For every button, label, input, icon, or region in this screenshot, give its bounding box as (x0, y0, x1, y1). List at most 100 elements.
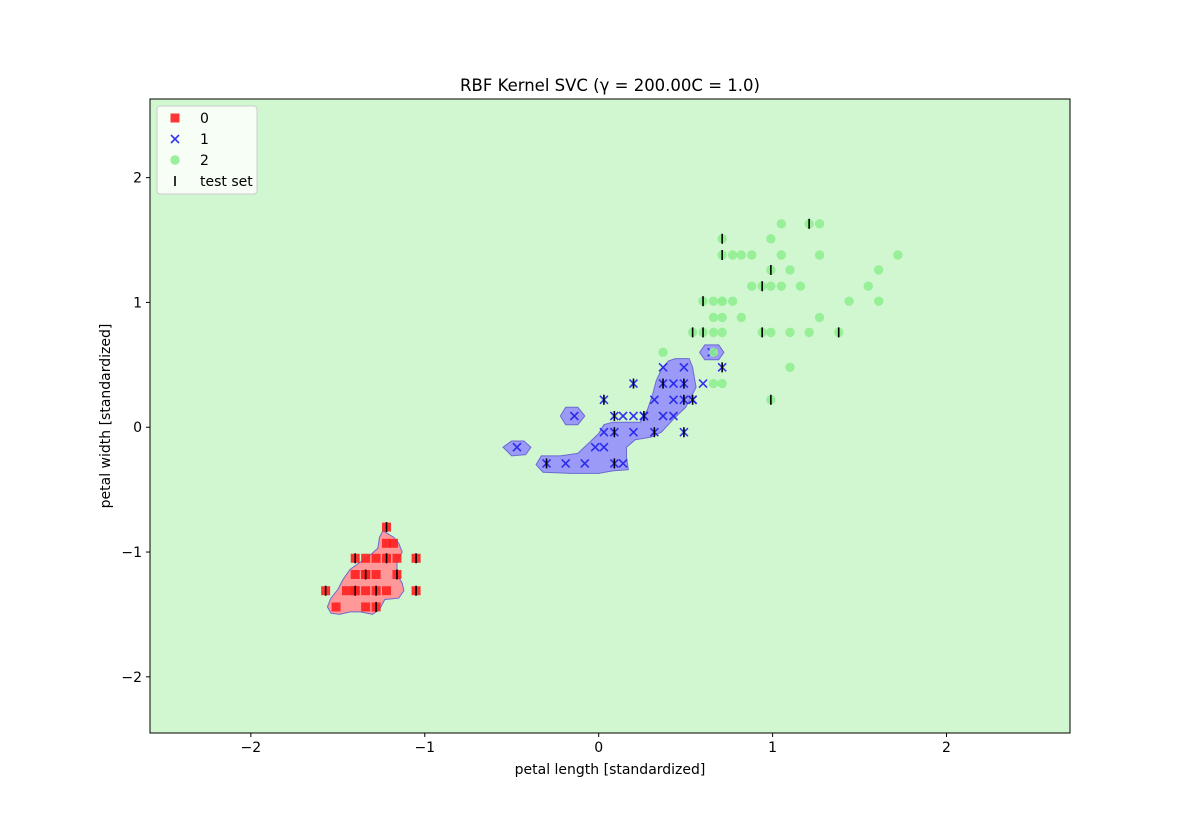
data-point-class-1 (561, 458, 571, 468)
legend-entry: 0 (170, 111, 209, 127)
y-tick-label: 1 (133, 295, 142, 311)
y-axis-ticks: −2 −1 0 1 2 (121, 171, 150, 686)
data-point-class-0 (331, 602, 341, 612)
legend-box (156, 105, 258, 195)
data-point-class-1 (658, 362, 668, 372)
y-tick-label: 0 (133, 420, 142, 436)
data-point-class-2 (795, 281, 806, 291)
data-point-class-2 (873, 265, 884, 275)
background-region (150, 99, 1070, 733)
data-point-class-2 (708, 347, 719, 358)
x-tick-label: −1 (414, 740, 435, 756)
chart-title: RBF Kernel SVC (γ = 200.00C = 1.0) (460, 76, 760, 95)
data-points (321, 218, 903, 612)
data-point-class-2 (736, 250, 747, 260)
data-point-class-1 (512, 442, 522, 452)
data-point-class-2 (766, 327, 776, 338)
data-point-class-1 (698, 378, 708, 389)
data-point-class-2 (844, 296, 854, 306)
legend-entry: 1 (170, 132, 209, 148)
data-point-class-0 (361, 586, 371, 596)
data-point-class-1 (618, 458, 628, 468)
data-point-class-2 (863, 281, 873, 291)
plot-background-region (150, 99, 1070, 733)
data-point-class-2 (708, 378, 719, 389)
data-point-class-2 (785, 327, 795, 338)
data-point-class-1 (649, 395, 659, 405)
legend-label: 2 (200, 153, 209, 169)
data-point-class-2 (727, 296, 738, 306)
data-point-class-2 (766, 234, 776, 244)
data-point-class-1 (679, 362, 689, 372)
legend: 0 1 2 test set (156, 105, 258, 195)
data-point-class-2 (785, 362, 795, 373)
y-tick-label: 2 (133, 171, 142, 187)
data-point-class-0 (361, 553, 371, 563)
data-point-class-1 (628, 411, 639, 421)
data-point-class-2 (717, 296, 727, 306)
data-point-class-2 (708, 312, 719, 323)
data-point-class-2 (747, 250, 757, 260)
data-point-class-1 (580, 458, 590, 468)
y-tick-label: −1 (121, 545, 142, 561)
data-point-class-1 (658, 411, 668, 421)
data-point-class-2 (814, 219, 825, 229)
data-point-class-0 (382, 538, 392, 548)
legend-marker-circle (170, 155, 180, 165)
data-point-class-2 (776, 281, 787, 291)
data-point-class-1 (618, 411, 628, 421)
data-point-class-2 (766, 281, 776, 291)
plot-frame (149, 98, 1071, 734)
legend-label: 1 (200, 132, 209, 148)
legend-label: test set (200, 174, 253, 190)
legend-entry: 2 (170, 153, 209, 169)
data-point-class-2 (804, 327, 814, 338)
y-axis-label: petal width [standardized] (98, 324, 114, 509)
data-point-class-1 (668, 395, 679, 405)
data-point-class-1 (590, 442, 600, 452)
data-point-class-0 (382, 586, 392, 596)
data-point-class-1 (628, 427, 639, 437)
decision-region-class-1 (502, 440, 532, 457)
legend-label: 0 (200, 111, 209, 127)
data-point-class-2 (717, 312, 727, 323)
series-test-set (324, 218, 840, 612)
data-point-class-2 (785, 265, 795, 275)
x-tick-label: −2 (241, 740, 262, 756)
x-axis-label: petal length [standardized] (515, 762, 706, 778)
data-point-class-1 (668, 378, 679, 389)
decision-region-class-1 (559, 406, 586, 426)
data-point-class-0 (350, 570, 360, 579)
data-point-class-0 (361, 602, 371, 612)
data-point-class-2 (893, 250, 903, 260)
data-point-class-2 (814, 312, 825, 323)
data-point-class-0 (371, 553, 381, 563)
data-point-class-2 (658, 347, 668, 358)
data-point-class-2 (708, 296, 719, 306)
data-point-class-1 (599, 442, 609, 452)
data-point-class-2 (776, 219, 787, 229)
data-point-class-2 (727, 250, 738, 260)
x-axis-ticks: −2 −1 0 1 2 (241, 733, 951, 756)
data-point-class-0 (371, 570, 381, 579)
x-tick-label: 2 (942, 740, 951, 756)
data-point-class-2 (717, 327, 727, 338)
data-point-class-1 (668, 411, 679, 421)
data-point-class-2 (814, 250, 825, 260)
x-tick-label: 0 (594, 740, 603, 756)
legend-marker-square (170, 113, 180, 123)
data-point-class-0 (392, 553, 402, 563)
data-point-class-1 (569, 411, 579, 421)
data-point-class-2 (736, 312, 747, 323)
y-tick-label: −2 (121, 670, 142, 686)
data-point-class-2 (708, 327, 719, 338)
data-point-class-2 (873, 296, 884, 306)
data-point-class-2 (747, 281, 757, 291)
legend-entry: test set (174, 174, 253, 190)
data-point-class-0 (388, 538, 398, 548)
data-point-class-2 (717, 378, 727, 389)
data-point-class-0 (342, 586, 352, 596)
data-point-class-2 (776, 250, 787, 260)
data-point-class-1 (599, 427, 609, 437)
